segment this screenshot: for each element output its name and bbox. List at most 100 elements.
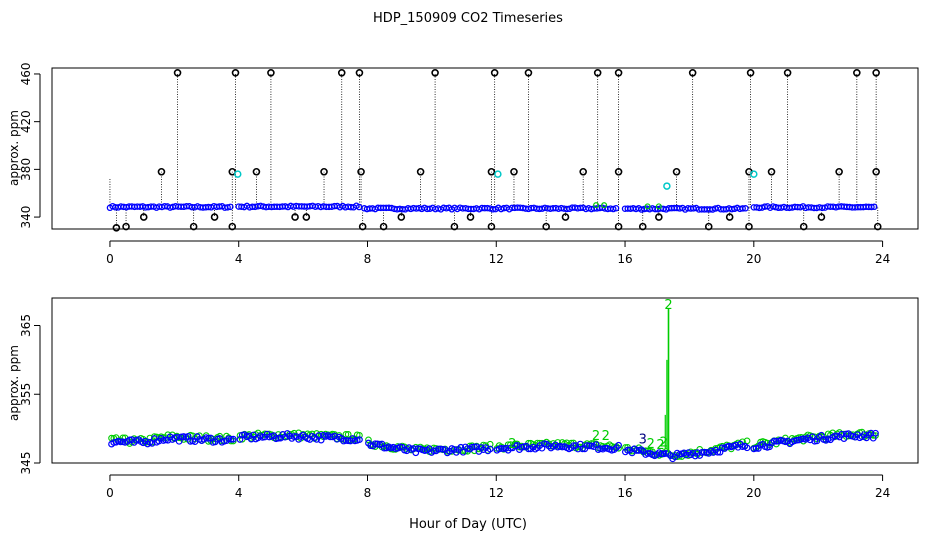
flagged-point xyxy=(663,182,671,190)
spike-point xyxy=(638,222,647,231)
spike-point xyxy=(817,213,826,221)
top-x-tick-label: 0 xyxy=(106,252,114,266)
bottom-x-tick-label: 16 xyxy=(617,486,632,500)
spike-point xyxy=(767,167,776,176)
spike-point xyxy=(189,222,198,231)
spike-point xyxy=(873,222,882,231)
flagged-point xyxy=(750,170,758,178)
valid-point xyxy=(752,444,760,452)
bottom-x-tick-label: 20 xyxy=(746,486,761,500)
spike-point xyxy=(655,213,663,221)
spike-point xyxy=(487,222,496,231)
valid-point xyxy=(698,448,706,456)
flag2-point xyxy=(486,440,494,448)
spike-point xyxy=(593,68,602,77)
top-y-tick-label: 340 xyxy=(19,206,33,229)
bottom-axes: 0 4 8 12 16 20 24 345 355 365 xyxy=(19,314,890,500)
flag2-point xyxy=(655,203,662,210)
spike-point xyxy=(466,213,475,221)
valid-point xyxy=(326,433,334,441)
top-panel: approx. ppm 0 4 8 12 16 20 24 340 380 420 460 xyxy=(7,63,919,266)
valid-point xyxy=(579,445,586,453)
spike-point xyxy=(542,222,550,231)
valid-point xyxy=(371,440,379,448)
spike-point xyxy=(379,222,388,231)
valid-point xyxy=(380,444,388,452)
flag2-point xyxy=(593,202,600,209)
spike-point xyxy=(157,167,166,176)
spike-point xyxy=(397,213,406,221)
spike-point xyxy=(173,68,182,77)
bottom-y-label: approx. ppm xyxy=(7,345,21,421)
bottom-x-tick-label: 12 xyxy=(489,486,504,500)
spike-point xyxy=(799,222,808,231)
flag2-point xyxy=(743,437,751,445)
flagged-point xyxy=(494,170,502,178)
valid-point xyxy=(117,438,124,446)
bottom-y-tick-label: 365 xyxy=(19,314,33,337)
top-marks xyxy=(106,68,882,232)
flag2-point xyxy=(601,202,608,209)
baseline-point xyxy=(227,203,234,211)
baseline-point xyxy=(224,204,231,211)
valid-point xyxy=(356,436,363,444)
bottom-y-tick-label: 345 xyxy=(19,452,33,475)
top-y-tick-label: 380 xyxy=(19,158,33,181)
top-y-tick-label: 460 xyxy=(19,63,33,86)
bottom-plot-frame xyxy=(51,297,919,464)
valid-point xyxy=(414,445,422,453)
valid-point xyxy=(714,448,722,456)
spike-point xyxy=(872,167,880,176)
flag3-label: 3 xyxy=(639,433,647,448)
spike-point xyxy=(704,222,713,231)
flag2-label: 2 xyxy=(592,429,600,444)
top-x-tick-label: 16 xyxy=(617,252,632,266)
bottom-x-tick-label: 8 xyxy=(364,486,372,500)
spike-point xyxy=(228,222,237,231)
spike-point xyxy=(579,167,587,176)
valid-point xyxy=(743,444,751,452)
spike-point xyxy=(355,68,364,77)
spike-point xyxy=(614,167,623,176)
valid-point xyxy=(644,450,652,457)
spike-point xyxy=(487,167,496,176)
valid-point xyxy=(227,435,235,443)
bottom-y-tick-label: 355 xyxy=(19,383,33,406)
spike-point xyxy=(267,68,275,77)
flag2-label: 2 xyxy=(656,438,664,453)
valid-point xyxy=(872,429,879,437)
baseline-point xyxy=(610,205,617,213)
flag2-label: 2 xyxy=(602,429,610,444)
valid-point xyxy=(437,445,444,453)
chart-title: HDP_150909 CO2 Timeseries xyxy=(373,11,563,26)
valid-point xyxy=(772,437,780,445)
spike-point xyxy=(745,222,753,231)
spike-point xyxy=(783,68,792,77)
spike-point xyxy=(561,213,570,221)
spike-point xyxy=(252,167,261,176)
spike-point xyxy=(291,213,299,221)
top-x-tick-label: 20 xyxy=(746,252,761,266)
spike-point xyxy=(524,68,533,77)
valid-point xyxy=(470,443,478,451)
valid-point xyxy=(511,442,519,450)
spike-point xyxy=(872,68,880,77)
flag2-label: 2 xyxy=(664,298,672,313)
spike-point xyxy=(210,213,219,221)
baseline-point xyxy=(868,203,875,211)
spike-point xyxy=(358,222,367,231)
top-axes: 0 4 8 12 16 20 24 340 380 420 460 xyxy=(19,63,890,266)
valid-point xyxy=(585,442,593,450)
valid-point xyxy=(229,435,237,443)
spike-point xyxy=(510,167,518,176)
top-x-tick-label: 8 xyxy=(364,252,372,266)
flagged-point xyxy=(234,170,242,178)
spike-point xyxy=(416,167,425,176)
flag2-label: 2 xyxy=(647,437,655,452)
valid-point xyxy=(570,442,577,449)
spike-point xyxy=(320,167,328,176)
valid-point xyxy=(700,448,708,456)
